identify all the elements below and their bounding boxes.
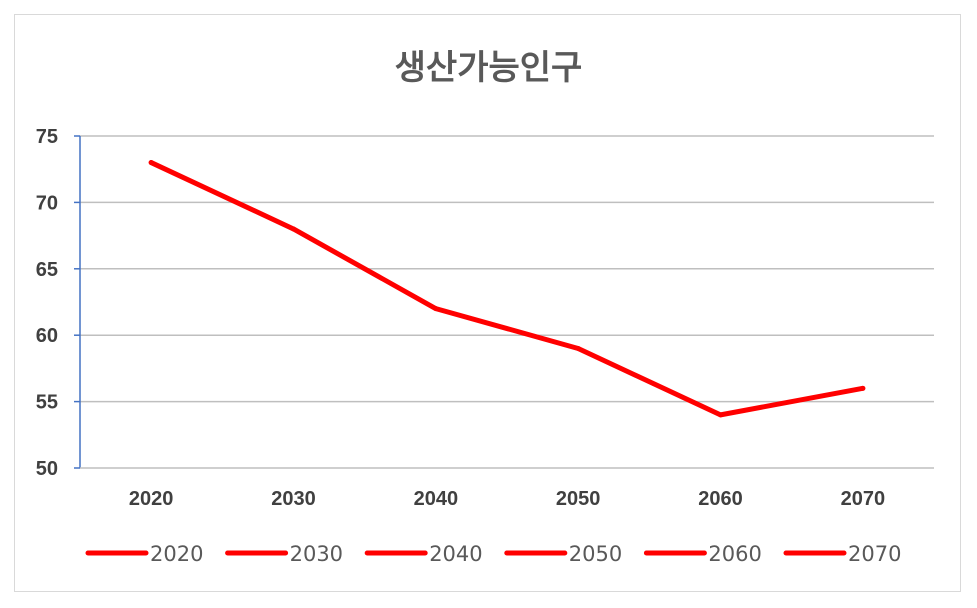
chart-title: 생산가능인구: [394, 48, 583, 88]
legend: 2020 2030 2040 2050 2060 2070: [85, 542, 901, 566]
x-tick-label: 2050: [556, 488, 601, 510]
x-tick-label: 2020: [129, 488, 174, 510]
legend-label: 2070: [848, 542, 901, 566]
y-tick-label: 55: [36, 392, 58, 414]
data-point: [718, 412, 723, 418]
x-tick-label: 2030: [271, 488, 316, 510]
gridlines: [80, 135, 934, 403]
data-point: [148, 160, 154, 166]
y-tick-label: 75: [36, 126, 58, 148]
legend-label: 2050: [569, 542, 622, 566]
x-tick-labels: 2020 2030 2040 2050 2060 2070: [129, 488, 885, 510]
x-tick-label: 2070: [841, 488, 886, 510]
x-tick-label: 2040: [414, 488, 459, 510]
data-point: [575, 345, 581, 351]
y-tick-label: 60: [36, 325, 58, 347]
legend-label: 2040: [429, 542, 482, 566]
series-line: [148, 160, 866, 418]
data-point: [291, 226, 296, 232]
y-tick-labels: 50 55 60 65 70 75: [36, 126, 58, 480]
y-tick-label: 70: [36, 192, 58, 214]
data-point: [433, 306, 439, 312]
legend-label: 2030: [290, 542, 343, 566]
legend-label: 2060: [708, 542, 761, 566]
axes: [74, 135, 934, 469]
y-tick-label: 50: [36, 458, 58, 480]
data-point: [860, 385, 866, 391]
x-tick-label: 2060: [698, 488, 743, 510]
legend-label: 2020: [150, 542, 203, 566]
y-tick-label: 65: [36, 259, 58, 281]
series-lines: [148, 160, 866, 418]
chart-frame: [14, 14, 961, 592]
